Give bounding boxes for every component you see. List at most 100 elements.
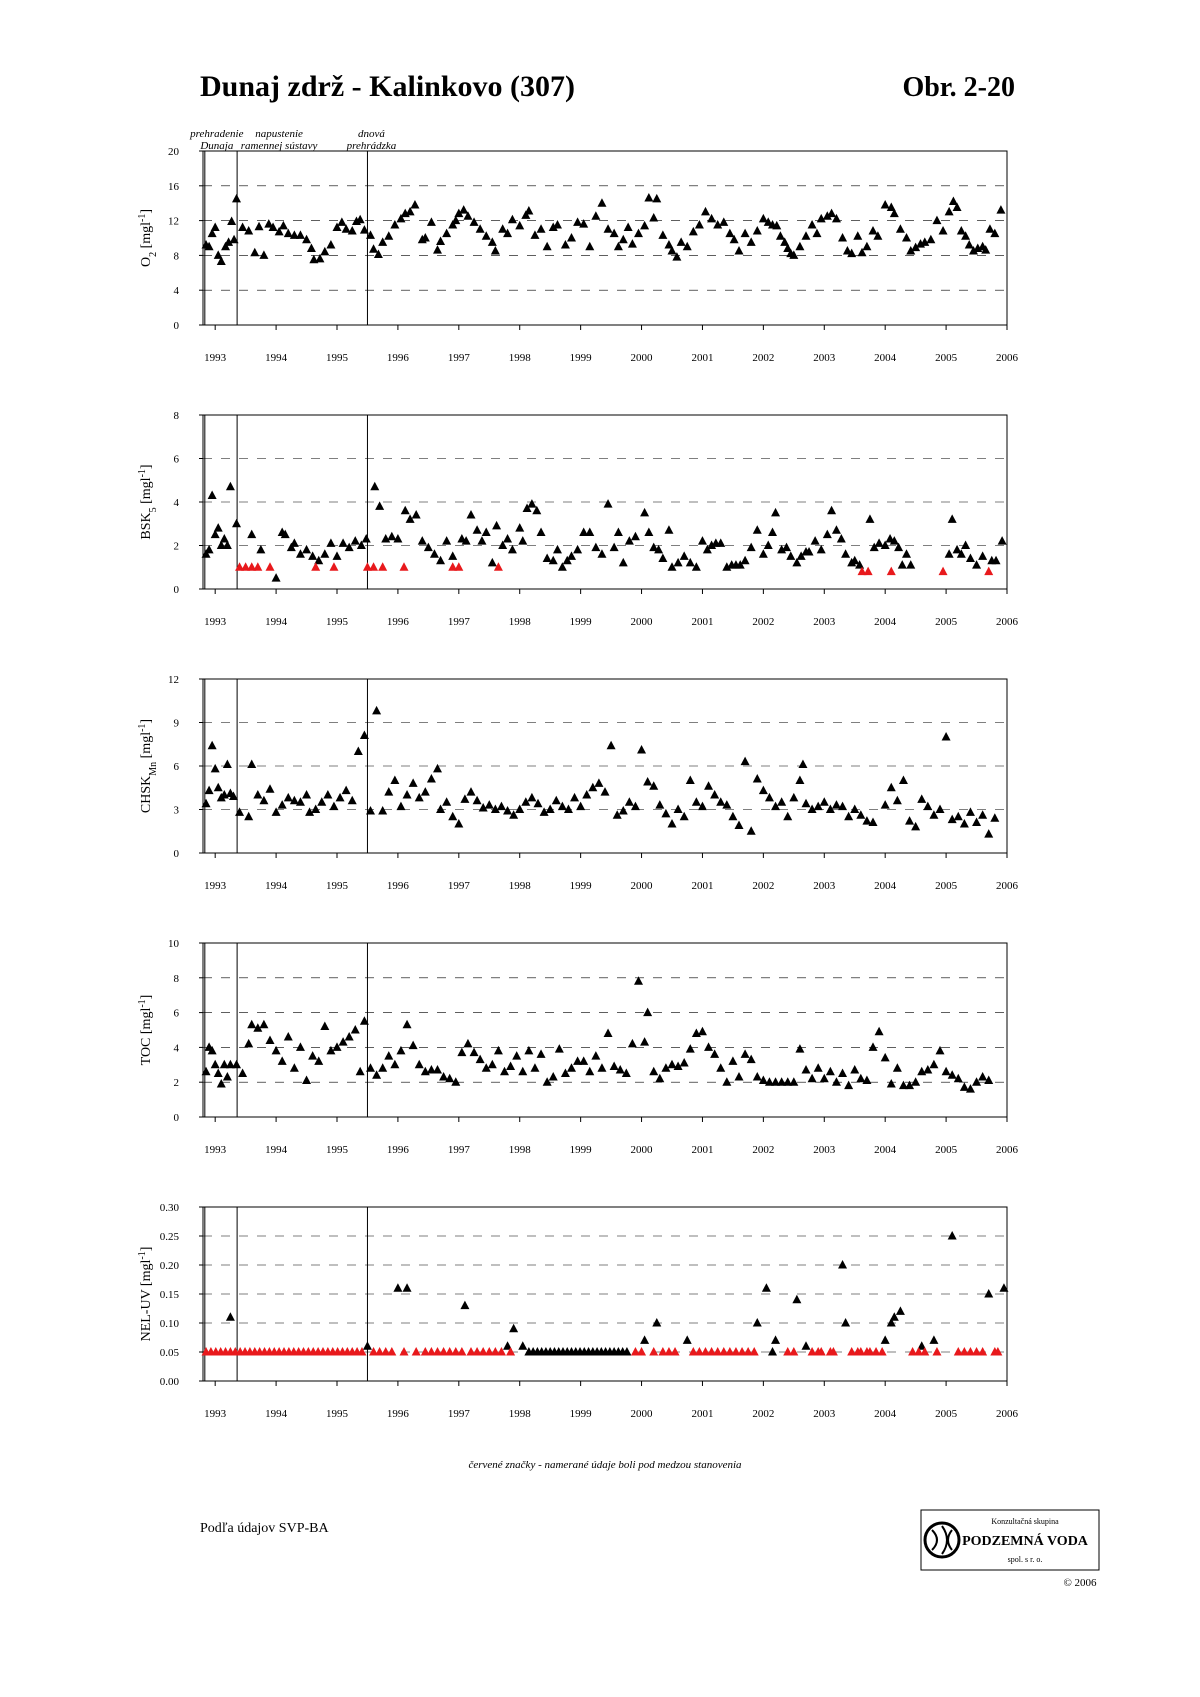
- data-point: [722, 800, 732, 809]
- data-point: [536, 527, 546, 536]
- data-point: [448, 562, 458, 571]
- data-point: [952, 202, 962, 212]
- data-point: [780, 237, 790, 246]
- data-point: [350, 1025, 360, 1034]
- data-point: [847, 1347, 857, 1356]
- data-point: [295, 1042, 305, 1051]
- y-axis-label-part: [mgl: [139, 222, 154, 252]
- y-tick-label: 2: [174, 1077, 180, 1089]
- data-point: [997, 536, 1007, 545]
- data-point: [965, 1347, 975, 1356]
- data-point: [679, 551, 689, 560]
- data-point: [777, 544, 787, 554]
- data-point: [734, 246, 744, 255]
- data-point: [710, 1049, 720, 1058]
- data-point: [515, 523, 525, 532]
- data-point: [880, 199, 890, 209]
- data-point: [369, 562, 379, 571]
- data-point: [880, 1052, 890, 1062]
- data-point: [250, 247, 260, 257]
- data-point: [433, 763, 442, 773]
- x-tick-label: 2004: [874, 352, 897, 364]
- data-point: [798, 759, 808, 769]
- data-point: [898, 775, 908, 784]
- data-point: [775, 231, 785, 240]
- data-point: [831, 525, 841, 534]
- data-point: [362, 1341, 372, 1350]
- data-point: [265, 1035, 275, 1044]
- data-point: [816, 544, 826, 554]
- x-tick-label: 1994: [265, 1144, 288, 1156]
- data-point: [518, 1066, 528, 1076]
- data-point: [862, 241, 872, 251]
- data-point: [518, 1341, 528, 1350]
- data-point: [289, 538, 299, 547]
- x-tick-label: 1999: [570, 352, 593, 364]
- data-point: [247, 759, 257, 769]
- data-point: [244, 811, 254, 821]
- x-tick-label: 2002: [752, 352, 774, 364]
- data-point: [685, 775, 695, 784]
- data-point: [305, 807, 315, 816]
- data-point: [828, 1347, 838, 1356]
- data-point: [886, 1078, 896, 1088]
- data-point: [521, 797, 531, 806]
- y-axis-label-part: -1: [137, 1251, 148, 1259]
- data-point: [219, 533, 229, 543]
- data-point: [426, 774, 436, 783]
- data-point: [335, 792, 345, 802]
- data-point: [984, 1289, 994, 1298]
- data-point: [597, 198, 607, 207]
- y-tick-label: 20: [168, 146, 180, 158]
- data-point: [713, 219, 723, 229]
- data-point: [283, 228, 293, 238]
- data-point: [338, 538, 348, 547]
- data-point: [938, 226, 948, 235]
- data-point: [735, 560, 745, 569]
- data-point: [618, 805, 628, 815]
- data-point: [603, 224, 613, 233]
- data-point: [624, 536, 634, 545]
- data-point: [210, 763, 220, 773]
- data-point: [207, 1045, 217, 1055]
- data-point: [911, 1077, 921, 1086]
- data-point: [856, 1073, 866, 1083]
- data-point: [341, 785, 351, 795]
- data-point: [902, 549, 911, 558]
- data-point: [496, 801, 506, 811]
- data-point: [481, 527, 491, 536]
- data-point: [777, 1077, 787, 1086]
- data-point: [740, 228, 750, 238]
- data-point: [959, 1347, 969, 1356]
- data-point: [831, 1077, 841, 1086]
- data-point: [289, 795, 299, 805]
- data-point: [454, 562, 464, 571]
- data-point: [978, 551, 988, 560]
- data-point: [871, 1347, 881, 1356]
- data-point: [877, 1347, 887, 1356]
- data-point: [463, 211, 473, 220]
- data-point: [426, 1347, 436, 1356]
- data-point: [314, 555, 324, 565]
- x-tick-label: 2002: [752, 1144, 774, 1156]
- data-point: [326, 1045, 336, 1055]
- data-point: [463, 1038, 473, 1048]
- data-point: [399, 1347, 409, 1356]
- data-point: [241, 562, 251, 571]
- data-point: [507, 544, 517, 554]
- data-point: [229, 234, 239, 244]
- data-point: [306, 243, 316, 252]
- x-tick-label: 1994: [265, 1408, 288, 1420]
- data-point: [232, 1059, 241, 1069]
- y-axis-label-part: -1: [137, 214, 148, 222]
- x-tick-label: 2000: [631, 1408, 654, 1420]
- data-point: [433, 1065, 442, 1074]
- data-point: [247, 529, 257, 539]
- data-point: [734, 1071, 744, 1081]
- data-point: [375, 1347, 385, 1356]
- data-point: [509, 810, 519, 819]
- x-tick-label: 1994: [265, 616, 288, 628]
- data-point: [868, 226, 878, 235]
- y-axis-label: TOC [mgl-1]: [137, 995, 155, 1066]
- data-point: [216, 256, 226, 265]
